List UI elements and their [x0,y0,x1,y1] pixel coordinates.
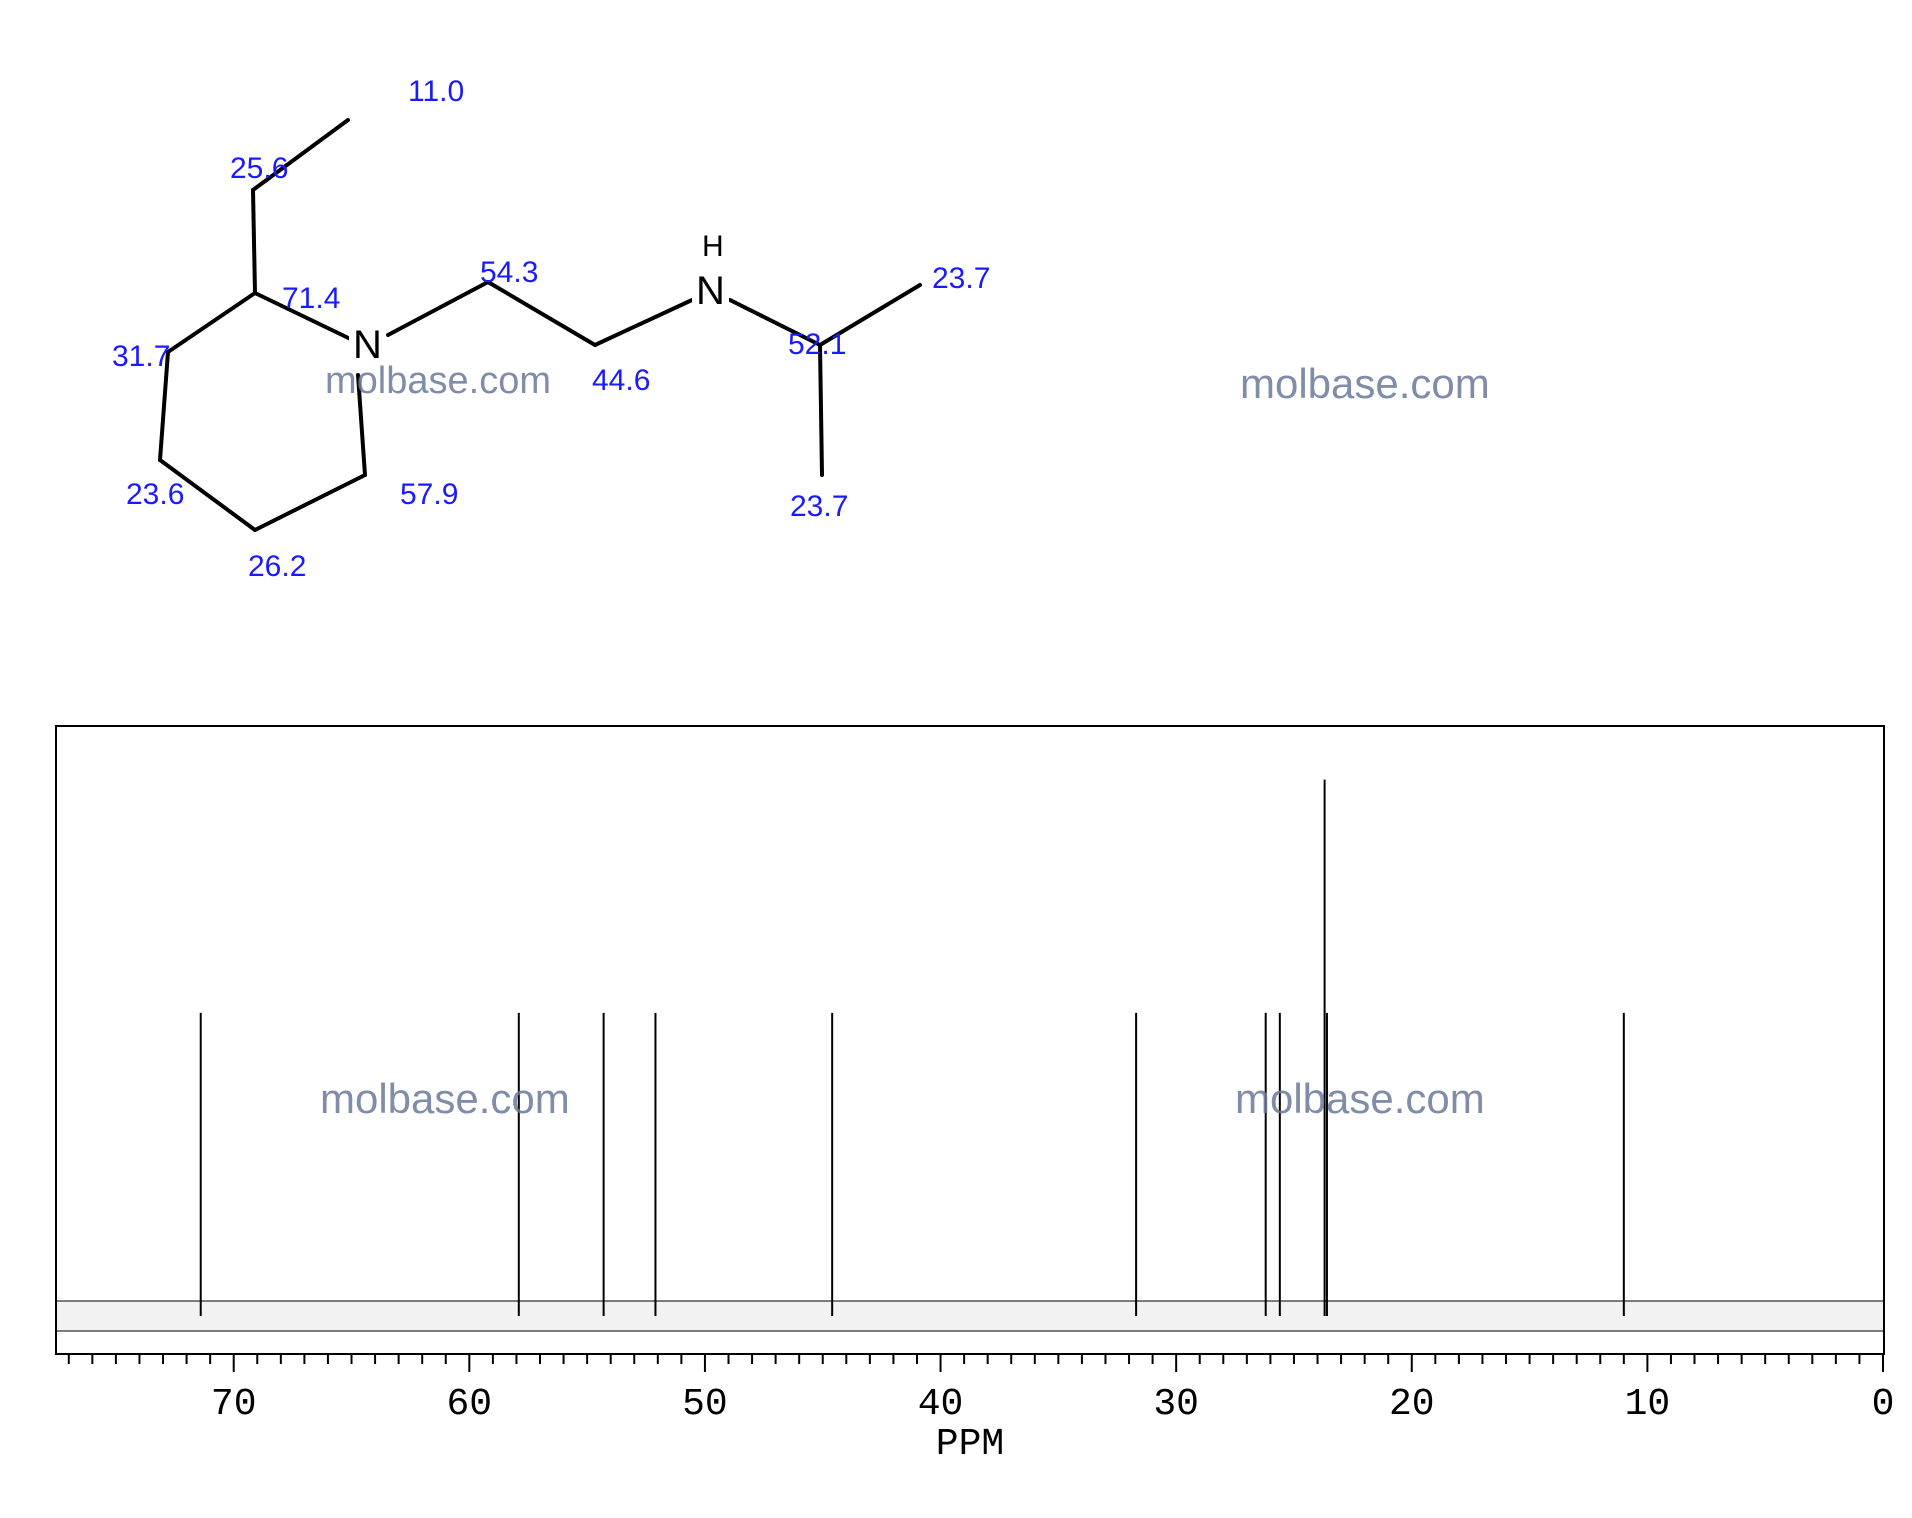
bond [255,475,365,530]
axis-tick-label: 60 [444,1383,494,1426]
axis-tick-label: 30 [1151,1383,1201,1426]
watermark-text: molbase.com [1240,360,1490,408]
chemical-shift-label: 31.7 [112,340,170,374]
bond [253,190,255,293]
chemical-shift-label: 11.0 [408,75,464,109]
watermark-text: molbase.com [1235,1075,1485,1123]
bond [488,282,595,345]
bond [595,300,692,345]
chemical-shift-label: 23.7 [932,262,990,296]
chemical-shift-label: 54.3 [480,256,538,290]
atom_H: H [698,230,728,264]
bond [388,282,488,335]
chemical-shift-label: 23.6 [126,478,184,512]
atom_N2: N [692,269,729,314]
chemical-shift-label: 25.6 [230,152,288,186]
axis-tick-label: 20 [1387,1383,1437,1426]
axis-tick-label: 50 [680,1383,730,1426]
bond [820,345,822,475]
chemical-shift-label: 57.9 [400,478,458,512]
axis-title-ppm: PPM [910,1423,1030,1466]
axis-tick-label: 0 [1858,1383,1908,1426]
bond [168,293,255,352]
watermark-text: molbase.com [320,1075,570,1123]
structure-diagram [0,0,1912,720]
spectrum-border [56,726,1884,1354]
watermark-text: molbase.com [325,360,551,403]
chemical-shift-label: 26.2 [248,550,306,584]
axis-tick-label: 70 [209,1383,259,1426]
chemical-shift-label: 52.1 [788,328,846,362]
chemical-shift-label: 23.7 [790,490,848,524]
figure-container: 11.0 25.6 71.4 31.7 23.6 26.2 57.9 54.3 44.6 52.1… [0,0,1912,1518]
chemical-shift-label: 71.4 [282,282,340,316]
axis-tick-label: 10 [1622,1383,1672,1426]
axis-tick-label: 40 [916,1383,966,1426]
baseline-band [57,1301,1883,1331]
nmr-spectrum [55,725,1895,1385]
chemical-shift-label: 44.6 [592,364,650,398]
